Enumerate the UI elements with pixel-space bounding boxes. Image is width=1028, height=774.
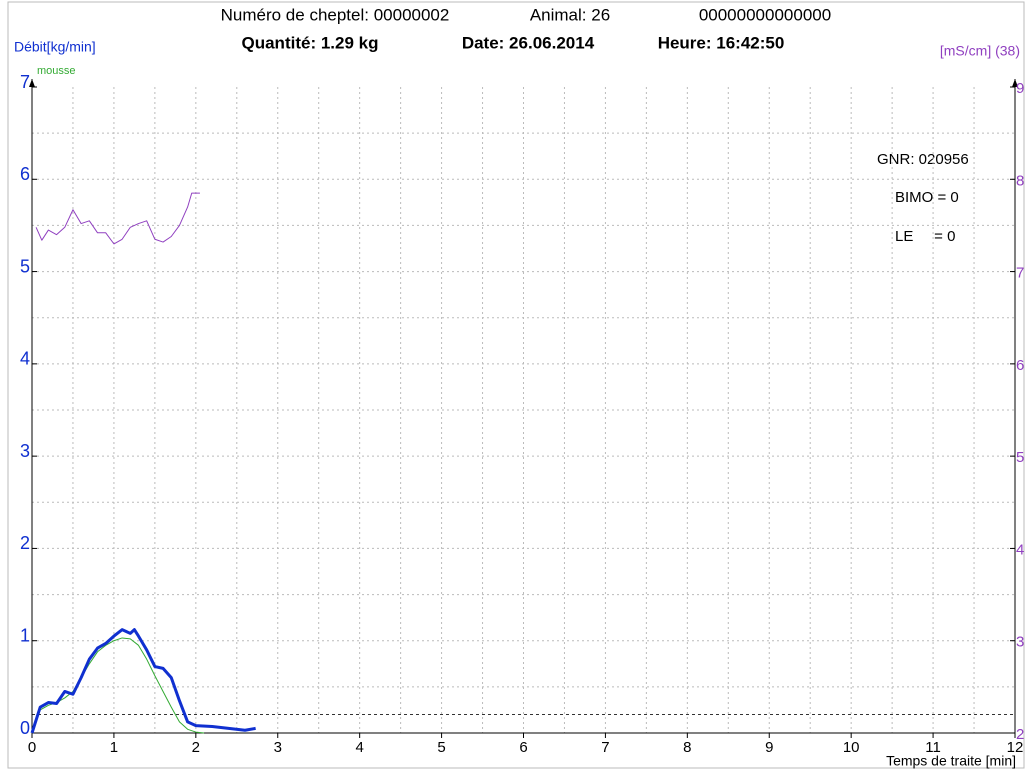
series-line	[30, 628, 256, 734]
x-tick-label: 5	[437, 739, 445, 756]
y2-tick-label: 5	[1016, 449, 1024, 466]
y-tick-label: 7	[20, 72, 30, 92]
y-tick-label: 6	[20, 164, 30, 184]
y2-tick-label: 7	[1016, 265, 1024, 282]
axis-arrow	[29, 79, 35, 87]
x-tick-label: 6	[519, 739, 527, 756]
y2-tick-label: 3	[1016, 634, 1024, 651]
y2-axis-label: [mS/cm] (38)	[940, 43, 1020, 59]
annotation: BIMO = 0	[895, 189, 959, 206]
frame	[7, 1, 1025, 769]
series-line	[35, 192, 200, 245]
x-tick-label: 2	[192, 739, 200, 756]
title-part: 00000000000000	[699, 5, 831, 24]
axis-arrow	[1012, 79, 1018, 87]
y-tick-label: 0	[20, 718, 30, 738]
y2-tick-label: 2	[1016, 726, 1024, 743]
y-tick-label: 1	[20, 625, 30, 645]
x-tick-label: 0	[28, 739, 36, 756]
title-part: Animal: 26	[530, 5, 610, 24]
x-tick-label: 7	[601, 739, 609, 756]
title-part: Numéro de cheptel: 00000002	[221, 5, 450, 24]
subtitle-part: Date: 26.06.2014	[462, 33, 595, 52]
annotation: GNR: 020956	[877, 151, 969, 168]
x-tick-label: 8	[683, 739, 691, 756]
x-tick-label: 3	[274, 739, 282, 756]
legend-entry: mousse	[37, 65, 76, 77]
x-tick-label: 1	[110, 739, 118, 756]
y2-tick-label: 8	[1016, 172, 1024, 189]
annotation: LE = 0	[895, 228, 955, 245]
x-tick-label: 10	[843, 739, 860, 756]
series-line	[31, 637, 205, 734]
x-axis-label: Temps de traite [min]	[886, 753, 1016, 769]
y-tick-label: 4	[20, 349, 30, 369]
x-tick-label: 9	[765, 739, 773, 756]
subtitle-part: Quantité: 1.29 kg	[242, 33, 379, 52]
y-tick-label: 3	[20, 441, 30, 461]
subtitle-part: Heure: 16:42:50	[658, 33, 785, 52]
y-axis-label: Débit[kg/min]	[14, 39, 96, 55]
y2-tick-label: 6	[1016, 357, 1024, 374]
y-tick-label: 2	[20, 533, 30, 553]
y-tick-label: 5	[20, 256, 30, 276]
x-tick-label: 4	[355, 739, 363, 756]
y2-tick-label: 4	[1016, 541, 1024, 558]
y2-tick-label: 9	[1016, 80, 1024, 97]
x-tick-label: 11	[925, 739, 941, 756]
x-tick-label: 12	[1007, 739, 1024, 756]
